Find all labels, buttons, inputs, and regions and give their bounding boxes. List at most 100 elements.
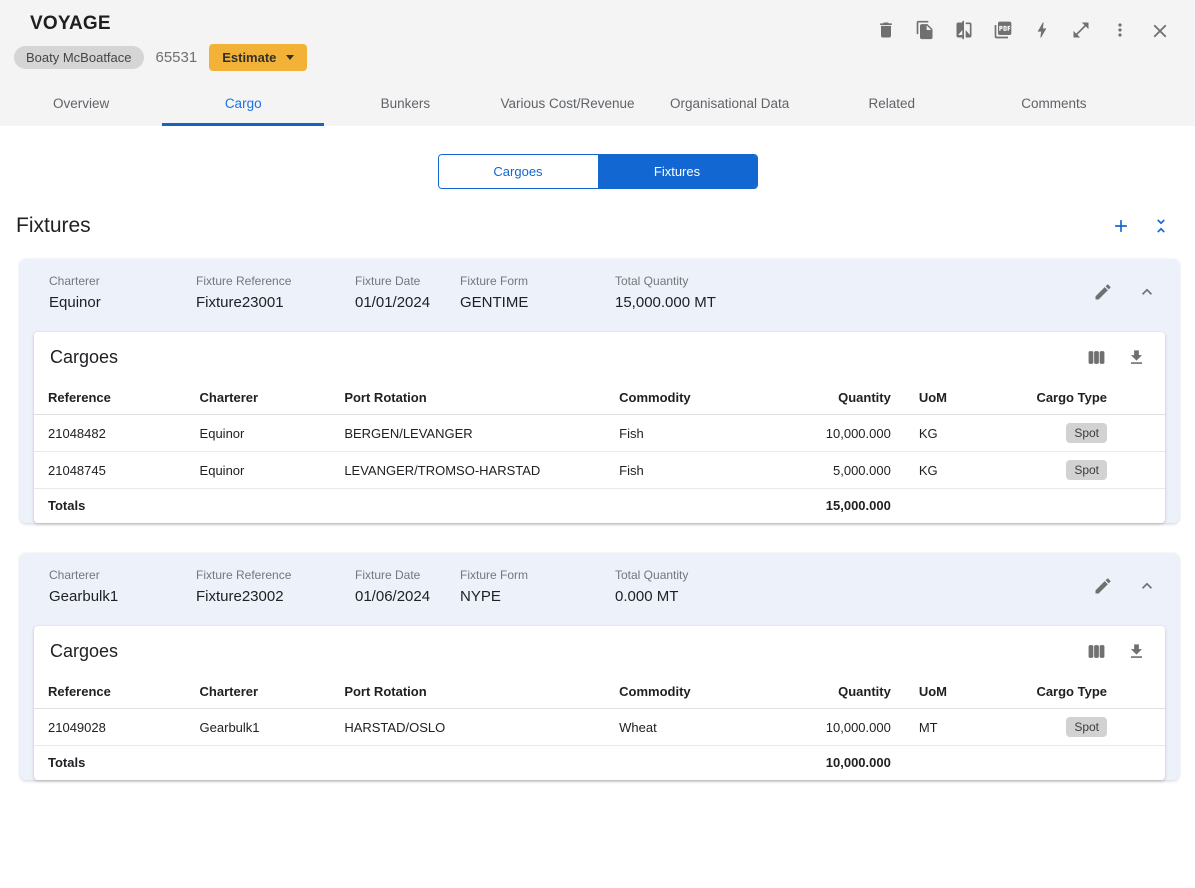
col-port-rotation: Port Rotation bbox=[330, 675, 606, 709]
col-uom: UoM bbox=[904, 675, 996, 709]
toolbar bbox=[876, 20, 1169, 40]
cell-commodity: Fish bbox=[605, 451, 792, 489]
cargo-type-badge: Spot bbox=[1066, 423, 1107, 443]
cargoes-card: Cargoes Reference Charterer Port Rotatio… bbox=[34, 332, 1165, 523]
cell-reference: 21048745 bbox=[34, 451, 186, 489]
delete-icon[interactable] bbox=[876, 20, 896, 40]
col-charterer: Charterer bbox=[185, 381, 331, 415]
col-cargo-type: Cargo Type bbox=[995, 675, 1165, 709]
col-uom: UoM bbox=[904, 381, 996, 415]
col-charterer: Charterer bbox=[185, 675, 331, 709]
cell-reference: 21048482 bbox=[34, 414, 186, 452]
window-header: VOYAGE Boaty McBoatface 65531 Esti bbox=[0, 0, 1195, 126]
col-quantity: Quantity bbox=[791, 381, 905, 415]
bolt-icon[interactable] bbox=[1032, 20, 1052, 40]
close-icon[interactable] bbox=[1149, 20, 1169, 40]
col-port-rotation: Port Rotation bbox=[330, 381, 606, 415]
toggle-fixtures[interactable]: Fixtures bbox=[597, 155, 757, 188]
tab-organisational-data[interactable]: Organisational Data bbox=[669, 96, 790, 111]
copy-icon[interactable] bbox=[915, 20, 935, 40]
collapse-all-icon[interactable] bbox=[1151, 216, 1171, 236]
fixture-form-value: NYPE bbox=[460, 588, 501, 605]
edit-fixture-icon[interactable] bbox=[1093, 282, 1113, 302]
fixture-reference-label: Fixture Reference bbox=[196, 568, 292, 582]
cargoes-title: Cargoes bbox=[50, 347, 119, 367]
fixture-date-value: 01/06/2024 bbox=[355, 588, 431, 605]
columns-icon[interactable] bbox=[1087, 642, 1107, 662]
charterer-value: Equinor bbox=[49, 294, 101, 311]
edit-fixture-icon[interactable] bbox=[1093, 576, 1113, 596]
columns-icon[interactable] bbox=[1087, 348, 1107, 368]
col-commodity: Commodity bbox=[605, 675, 792, 709]
cell-charterer: Equinor bbox=[185, 451, 331, 489]
cargoes-card: Cargoes Reference Charterer Port Rotatio… bbox=[34, 626, 1165, 780]
cell-reference: 21049028 bbox=[34, 708, 186, 746]
compare-icon[interactable] bbox=[954, 20, 974, 40]
collapse-fixture-icon[interactable] bbox=[1137, 282, 1157, 302]
cell-charterer: Gearbulk1 bbox=[185, 708, 331, 746]
cargoes-table: Reference Charterer Port Rotation Commod… bbox=[34, 675, 1165, 780]
more-vert-icon[interactable] bbox=[1110, 20, 1130, 40]
fixtures-section-title: Fixtures bbox=[16, 214, 91, 237]
fixture-header: Charterer Gearbulk1 Fixture Reference Fi… bbox=[20, 553, 1179, 605]
cell-charterer: Equinor bbox=[185, 414, 331, 452]
totals-quantity: 15,000.000 bbox=[825, 498, 891, 513]
totals-label: Totals bbox=[48, 755, 86, 770]
table-row[interactable]: 21049028 Gearbulk1 HARSTAD/OSLO Wheat 10… bbox=[34, 708, 1165, 746]
cell-quantity: 10,000.000 bbox=[791, 708, 905, 746]
cargoes-fixtures-toggle: Cargoes Fixtures bbox=[437, 154, 758, 189]
download-icon[interactable] bbox=[1127, 348, 1147, 368]
fixture-date-value: 01/01/2024 bbox=[355, 294, 431, 311]
col-reference: Reference bbox=[34, 675, 186, 709]
totals-row: Totals 15,000.000 bbox=[34, 489, 1165, 524]
fixture-reference-label: Fixture Reference bbox=[196, 274, 292, 288]
fixture-card: Charterer Equinor Fixture Reference Fixt… bbox=[20, 259, 1179, 523]
cargoes-table: Reference Charterer Port Rotation Commod… bbox=[34, 381, 1165, 523]
table-row[interactable]: 21048745 Equinor LEVANGER/TROMSO-HARSTAD… bbox=[34, 451, 1165, 489]
total-quantity-value: 15,000.000 MT bbox=[615, 294, 716, 311]
fixture-card: Charterer Gearbulk1 Fixture Reference Fi… bbox=[20, 553, 1179, 780]
tab-bar: Overview Cargo Bunkers Various Cost/Reve… bbox=[0, 81, 1135, 126]
cell-quantity: 5,000.000 bbox=[791, 451, 905, 489]
charterer-label: Charterer bbox=[49, 568, 100, 582]
fixture-reference-value: Fixture23002 bbox=[196, 588, 284, 605]
table-row[interactable]: 21048482 Equinor BERGEN/LEVANGER Fish 10… bbox=[34, 414, 1165, 452]
pdf-icon[interactable] bbox=[993, 20, 1013, 40]
charterer-value: Gearbulk1 bbox=[49, 588, 119, 605]
add-fixture-icon[interactable] bbox=[1111, 216, 1131, 236]
table-header-row: Reference Charterer Port Rotation Commod… bbox=[34, 381, 1165, 415]
fixture-header: Charterer Equinor Fixture Reference Fixt… bbox=[20, 259, 1179, 311]
collapse-fixture-icon[interactable] bbox=[1137, 576, 1157, 596]
cell-uom: KG bbox=[904, 414, 996, 452]
estimate-button-label: Estimate bbox=[222, 50, 277, 65]
col-quantity: Quantity bbox=[791, 675, 905, 709]
tab-bunkers[interactable]: Bunkers bbox=[380, 96, 431, 111]
estimate-button[interactable]: Estimate bbox=[209, 44, 308, 71]
vessel-badge: Boaty McBoatface bbox=[14, 46, 144, 69]
charterer-label: Charterer bbox=[49, 274, 100, 288]
tab-related[interactable]: Related bbox=[868, 96, 916, 111]
totals-quantity: 10,000.000 bbox=[825, 755, 891, 770]
cargoes-title: Cargoes bbox=[50, 641, 119, 661]
col-commodity: Commodity bbox=[605, 381, 792, 415]
tab-overview[interactable]: Overview bbox=[52, 96, 110, 111]
tab-comments[interactable]: Comments bbox=[1021, 96, 1087, 111]
totals-row: Totals 10,000.000 bbox=[34, 746, 1165, 781]
fixture-form-label: Fixture Form bbox=[460, 274, 529, 288]
cell-uom: KG bbox=[904, 451, 996, 489]
tab-various-cost-revenue[interactable]: Various Cost/Revenue bbox=[500, 96, 635, 111]
fixture-form-value: GENTIME bbox=[460, 294, 529, 311]
tab-cargo[interactable]: Cargo bbox=[162, 81, 325, 126]
voyage-id: 65531 bbox=[155, 49, 198, 66]
total-quantity-label: Total Quantity bbox=[615, 568, 689, 582]
fixtures-section-header: Fixtures bbox=[0, 189, 1195, 251]
cell-commodity: Fish bbox=[605, 414, 792, 452]
toggle-cargoes[interactable]: Cargoes bbox=[438, 155, 598, 188]
cell-commodity: Wheat bbox=[605, 708, 792, 746]
download-icon[interactable] bbox=[1127, 642, 1147, 662]
cargo-type-badge: Spot bbox=[1066, 717, 1107, 737]
cell-port-rotation: BERGEN/LEVANGER bbox=[330, 414, 606, 452]
expand-icon[interactable] bbox=[1071, 20, 1091, 40]
fixture-date-label: Fixture Date bbox=[355, 568, 421, 582]
fixture-form-label: Fixture Form bbox=[460, 568, 529, 582]
